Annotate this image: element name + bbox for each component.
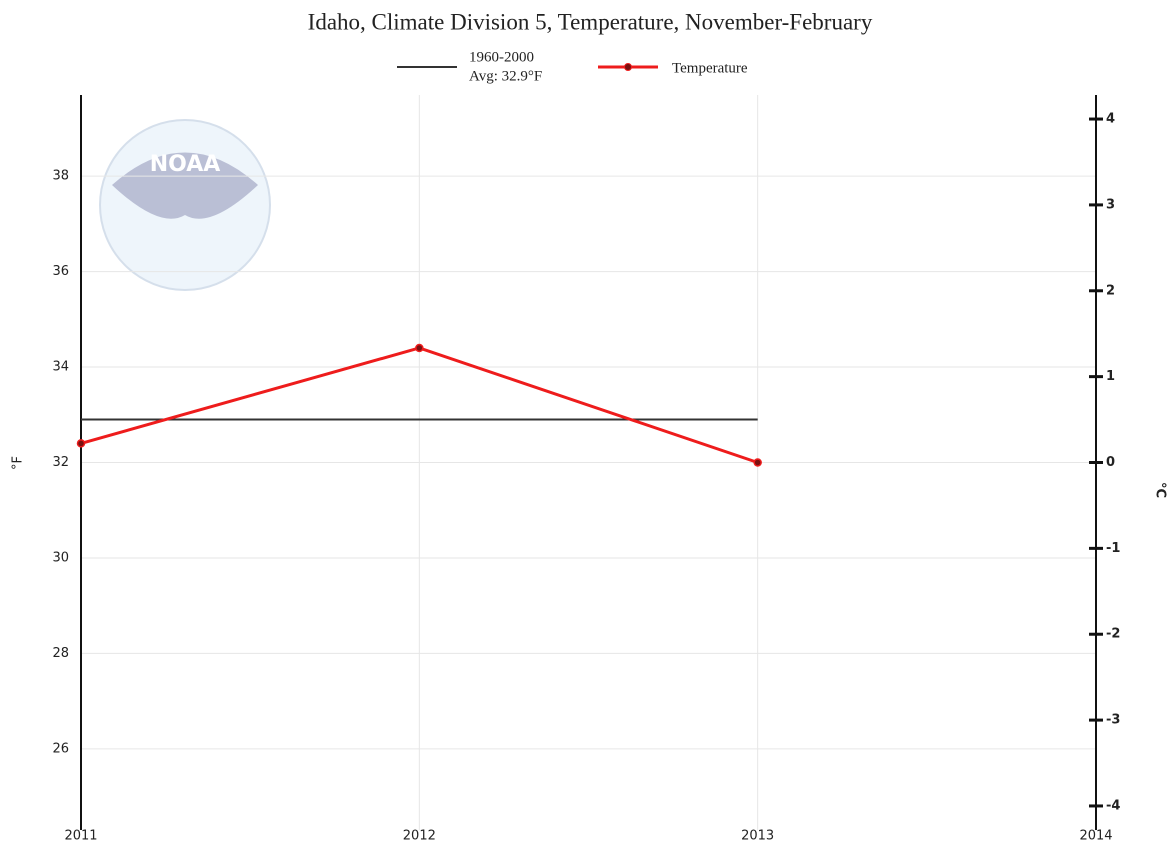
chart-title: Idaho, Climate Division 5, Temperature, … (308, 9, 873, 34)
x-tick-label: 2013 (741, 829, 774, 844)
y-tick-label: 28 (52, 646, 69, 661)
x-tick-label: 2011 (64, 829, 97, 844)
point (76, 439, 86, 448)
y-tick-label: 32 (52, 455, 69, 470)
watermark-text: NOAA (150, 152, 221, 177)
y-tick-label: 30 (52, 550, 69, 565)
y2-tick-label: -4 (1106, 798, 1120, 813)
legend-note: Avg: 32.9°F (469, 68, 542, 84)
y-tick-label: 38 (52, 169, 69, 184)
y2-tick-label: -1 (1106, 541, 1120, 556)
legend-label: Temperature (672, 60, 748, 76)
y2-tick-label: 3 (1106, 197, 1115, 212)
y-tick-label: 34 (52, 360, 69, 375)
y2-tick-label: -3 (1106, 713, 1120, 728)
legend-label: 1960-2000 (469, 49, 534, 65)
y2-tick-label: 2 (1106, 283, 1115, 298)
y2-tick-label: 1 (1106, 369, 1115, 384)
y-axis-label: °F (11, 456, 26, 470)
y2-tick-label: 0 (1106, 455, 1115, 470)
y2-tick-label: -2 (1106, 627, 1120, 642)
y2-axis-label: °C (1153, 482, 1168, 498)
point (415, 343, 424, 353)
point (753, 458, 762, 467)
y-tick-label: 36 (52, 264, 69, 279)
y2-tick-label: 4 (1106, 112, 1115, 127)
watermark: NOAA (99, 119, 271, 291)
x-tick-label: 2012 (403, 829, 436, 844)
y-tick-label: 26 (52, 741, 69, 756)
legend-marker (624, 63, 632, 71)
x-tick-label: 2014 (1079, 829, 1112, 844)
